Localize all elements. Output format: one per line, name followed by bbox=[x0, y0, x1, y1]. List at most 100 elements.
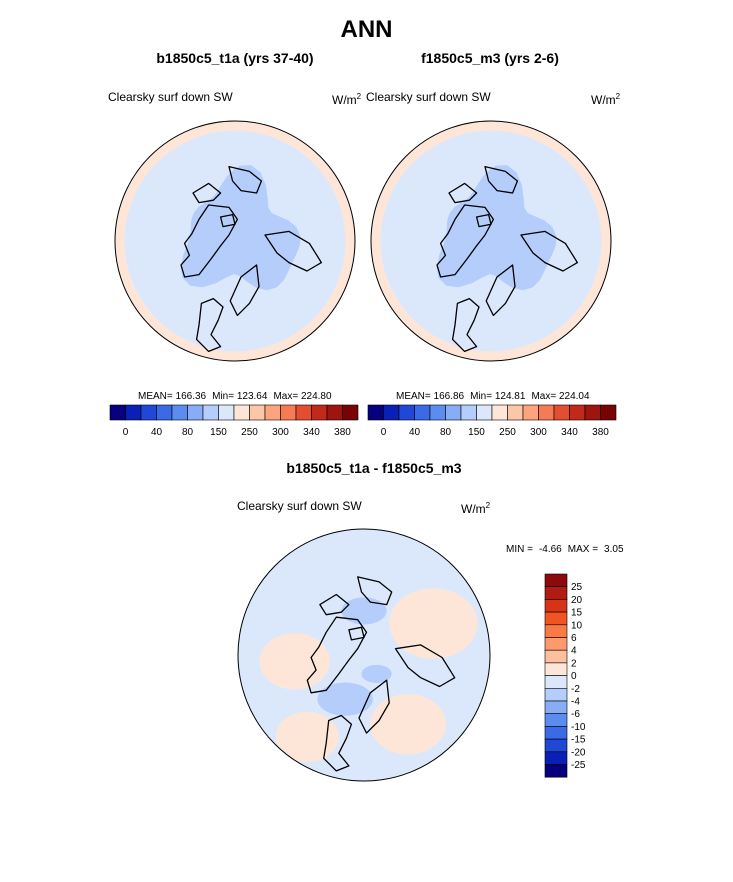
panel3-max-value: 3.05 bbox=[604, 544, 624, 555]
panel3-colorbar-tick-label: 15 bbox=[571, 608, 583, 619]
panel3-colorbar-tick-label: 4 bbox=[571, 646, 577, 657]
panel3-map-boundary bbox=[237, 528, 491, 782]
panel3-colorbar-box bbox=[544, 624, 568, 638]
panel2-coastline-greenland bbox=[436, 204, 495, 278]
panel1-coastline-siberia bbox=[264, 230, 323, 272]
panel2-colorbar-tick-label: 340 bbox=[561, 427, 578, 438]
panel3-field-near-zero-positive bbox=[389, 588, 478, 659]
panel3-coastline-scandinavia bbox=[358, 679, 390, 734]
panel3-polar-map bbox=[237, 528, 491, 782]
panel1-colorbar-box bbox=[156, 404, 173, 421]
panel1-units: W/m2 bbox=[332, 92, 362, 107]
panel3-colorbar-tick-label: -20 bbox=[571, 747, 586, 758]
panel3-colorbar-box bbox=[544, 637, 568, 651]
panel2-colorbar-box bbox=[553, 404, 570, 421]
panel1-colorbar-tick-label: 250 bbox=[241, 427, 258, 438]
panel2-colorbar-tick-label: 250 bbox=[499, 427, 516, 438]
panel2-colorbar-box bbox=[569, 404, 586, 421]
panel2-coastline-islands bbox=[475, 213, 492, 228]
panel2-colorbar-tick-label: 40 bbox=[409, 427, 421, 438]
panel3-coastline-alaska bbox=[357, 576, 393, 606]
panel2-colorbar-box bbox=[584, 404, 601, 421]
panel3-field-near-zero-positive bbox=[259, 633, 330, 690]
panel2-variable-label: Clearsky surf down SW bbox=[366, 90, 491, 104]
panel1-colorbar-box bbox=[233, 404, 250, 421]
panel1-colorbar-box bbox=[218, 404, 235, 421]
panel3-colorbar-box bbox=[544, 751, 568, 765]
panel1-map-boundary bbox=[114, 120, 356, 362]
panel3-colorbar-tick-label: 25 bbox=[571, 582, 583, 593]
panel3-field-near-zero-positive bbox=[370, 694, 446, 755]
panel1-max: Max= 224.80 bbox=[273, 391, 332, 402]
panel3-coastline-canada bbox=[319, 593, 350, 616]
panel2-units: W/m2 bbox=[591, 92, 621, 107]
panel1-colorbar-tick-label: 340 bbox=[303, 427, 320, 438]
panel2-colorbar-tick-label: 0 bbox=[381, 427, 387, 438]
panel1-colorbar-tick-label: 80 bbox=[182, 427, 194, 438]
panel3-min-value: -4.66 bbox=[538, 544, 562, 555]
panel3-min-label: MIN = bbox=[506, 544, 533, 555]
panel3-coastline-siberia bbox=[394, 644, 456, 688]
panel3-colorbar-box bbox=[544, 586, 568, 600]
panel2-colorbar-box bbox=[507, 404, 524, 421]
panel3-colorbar-tick-label: -4 bbox=[571, 697, 580, 708]
panel1-colorbar-box bbox=[249, 404, 266, 421]
panel2-colorbar-box bbox=[414, 404, 431, 421]
panel3-colorbar-box bbox=[544, 611, 568, 626]
panel1-colorbar-box bbox=[202, 404, 219, 421]
panel3-colorbar-box bbox=[544, 738, 568, 753]
panel2-max: Max= 224.04 bbox=[531, 391, 590, 402]
panel3-colorbar-box bbox=[544, 599, 568, 613]
panel3-max-label: MAX = bbox=[567, 544, 599, 555]
panel1-min: Min= 123.64 bbox=[212, 391, 268, 402]
panel2-colorbar-box bbox=[600, 404, 617, 421]
panel2-colorbar-box bbox=[522, 404, 539, 421]
panel1-colorbar-tick-label: 40 bbox=[151, 427, 163, 438]
panel2-colorbar-box bbox=[476, 404, 493, 421]
panel2-colorbar-tick-label: 150 bbox=[468, 427, 485, 438]
panel3-colorbar-tick-label: 20 bbox=[571, 595, 583, 606]
panel3-colorbar-box bbox=[544, 573, 568, 587]
panel1-coastline-scandinavia bbox=[229, 264, 260, 317]
panel3-coastline-islands bbox=[348, 626, 365, 641]
panel2-coastline-canada bbox=[448, 182, 478, 204]
panel3-colorbar-tick-label: 0 bbox=[571, 671, 577, 682]
panel2-colorbar-box bbox=[398, 404, 415, 421]
panel1-coastline-canada bbox=[192, 182, 222, 204]
panel1-colorbar-tick-label: 150 bbox=[210, 427, 227, 438]
panel1-mean: MEAN= 166.36 bbox=[138, 391, 207, 402]
panel2-colorbar-box bbox=[491, 404, 508, 421]
panel3-colorbar-tick-label: 2 bbox=[571, 658, 577, 669]
panel2-mean: MEAN= 166.86 bbox=[396, 391, 465, 402]
panel3-colorbar-box bbox=[544, 764, 568, 778]
panel1-polar-map bbox=[114, 120, 356, 362]
panel2-coastline-siberia bbox=[520, 230, 579, 272]
panel3-colorbar-tick-label: 6 bbox=[571, 633, 577, 644]
panel2-colorbar-box bbox=[538, 404, 555, 421]
panel3-colorbar-tick-label: -10 bbox=[571, 722, 586, 733]
panel1-coastline-islands bbox=[219, 213, 236, 228]
panel3-colorbar-box bbox=[544, 713, 568, 727]
panel1-colorbar-box bbox=[326, 404, 343, 421]
panel3-colorbar-box bbox=[544, 662, 568, 676]
panel1-stats: MEAN= 166.36 Min= 123.64 Max= 224.80 bbox=[138, 391, 338, 402]
panel3-title: b1850c5_t1a - f1850c5_m3 bbox=[286, 460, 462, 476]
panel1-title: b1850c5_t1a (yrs 37-40) bbox=[156, 50, 314, 66]
panel1-colorbar-tick-label: 300 bbox=[272, 427, 289, 438]
panel3-colorbar-tick-label: -2 bbox=[571, 684, 580, 695]
panel2-colorbar-box bbox=[429, 404, 446, 421]
panel1-colorbar-box bbox=[295, 404, 312, 421]
panel1-colorbar-box bbox=[171, 404, 188, 421]
page-title: ANN bbox=[340, 16, 393, 43]
panel3-colorbar-box bbox=[544, 649, 568, 664]
panel1-colorbar-box bbox=[109, 404, 126, 421]
panel3-field-near-zero-positive bbox=[275, 711, 339, 763]
panel3-colorbar-box bbox=[544, 688, 568, 702]
panel1-coastline-europe bbox=[195, 297, 224, 353]
panel1-colorbar-box bbox=[342, 404, 359, 421]
panel1-coastline-alaska bbox=[228, 165, 263, 194]
panel3-colorbar-tick-label: -15 bbox=[571, 735, 586, 746]
panel2-colorbar: 0 40 80 150 250 300 340 380 bbox=[367, 404, 617, 438]
panel3-coastline-greenland bbox=[306, 616, 368, 694]
panel2-polar-map bbox=[370, 120, 612, 362]
